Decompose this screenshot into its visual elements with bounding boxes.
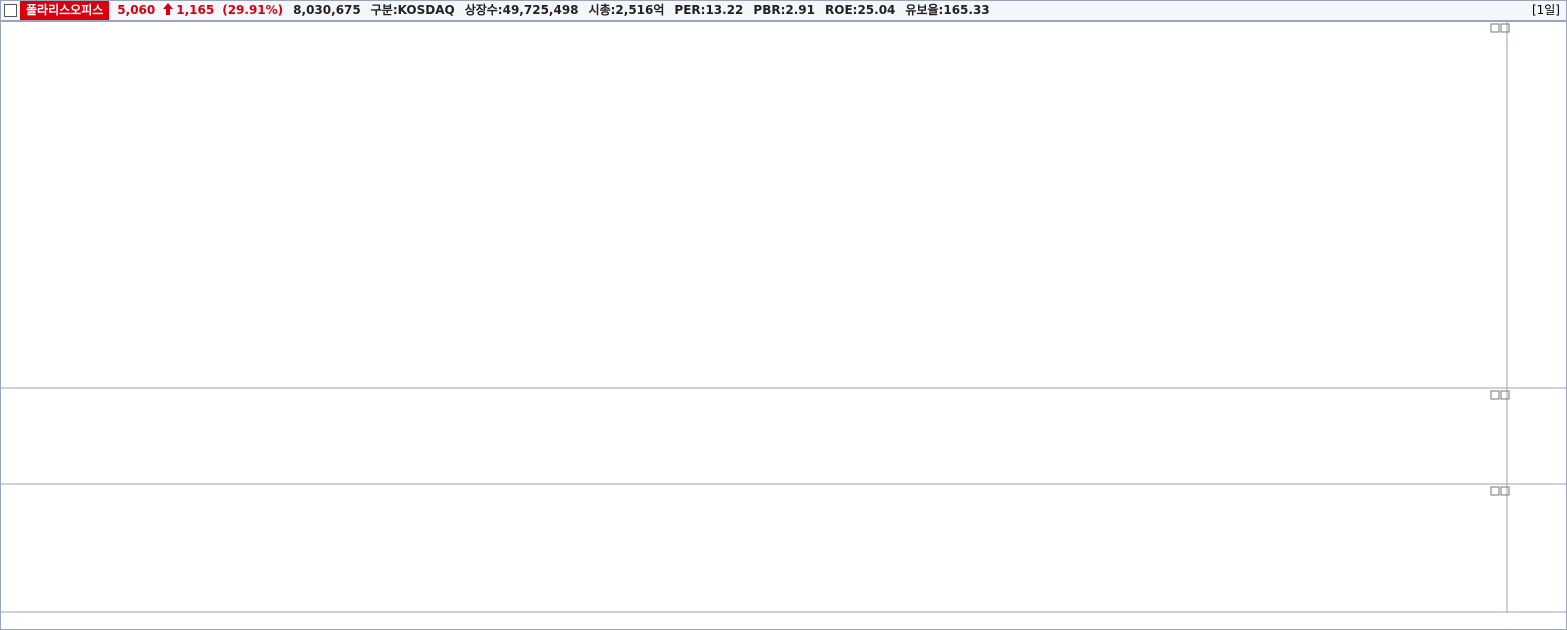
change-arrow: 2022/12/200203040506070809102,0003,0004,…: [158, 1, 1567, 630]
stat: 구분:KOSDAQ: [370, 3, 455, 17]
price: 5,060: [117, 3, 156, 17]
stats: 8,030,675 구분:KOSDAQ 상장수:49,725,498 시총:2,516…: [283, 1, 989, 20]
stat: PER:13.22: [674, 3, 744, 17]
stat: 시총:2,516억: [588, 3, 665, 17]
stat: PBR:2.91: [753, 3, 816, 17]
stat: 유보율:165.33: [905, 3, 990, 17]
frame: [0, 21, 1567, 630]
stat: 상장수:49,725,498: [464, 3, 579, 17]
stat: ROE:25.04: [825, 3, 896, 17]
change: 1,165: [176, 3, 215, 17]
checkbox[interactable]: [4, 4, 17, 17]
period[interactable]: [1일]: [1531, 3, 1560, 17]
stat: 8,030,675: [293, 3, 361, 17]
stock-name: 폴라리스오피스: [20, 1, 110, 20]
change-pct: (29.91%): [222, 3, 284, 17]
chart: [0, 21, 1567, 630]
panel-icons[interactable]: [1490, 23, 1510, 496]
